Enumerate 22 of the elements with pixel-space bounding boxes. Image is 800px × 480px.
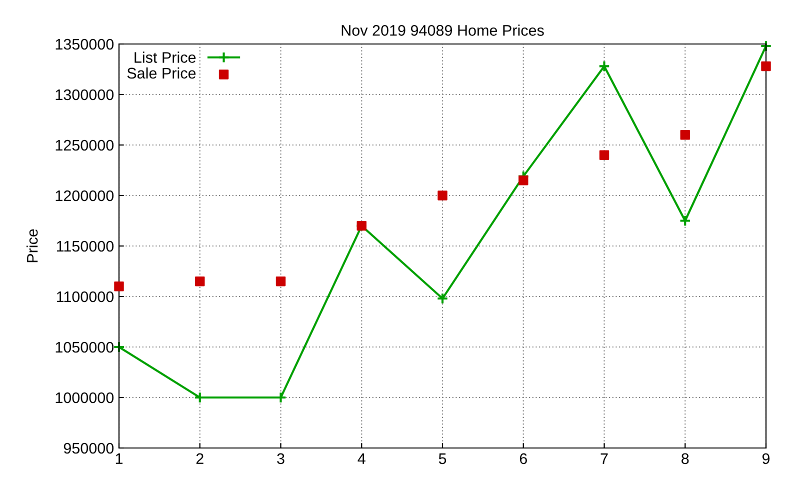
y-tick-label: 1200000 (56, 190, 114, 202)
legend-label: Sale Price (127, 67, 196, 79)
y-tick-label: 1150000 (56, 240, 114, 252)
y-axis-title: Price (26, 229, 38, 262)
x-tick-label: 7 (600, 453, 608, 464)
x-tick-label: 9 (762, 453, 770, 464)
y-tick-label: 1100000 (56, 291, 114, 302)
y-tick-label: 1050000 (56, 342, 114, 353)
x-tick-label: 4 (358, 453, 366, 464)
chart-title: Nov 2019 94089 Home Prices (342, 24, 544, 36)
x-tick-label: 5 (438, 453, 446, 464)
x-tick-label: 8 (682, 453, 689, 464)
x-tick-label: 2 (196, 453, 204, 464)
y-tick-label: 1250000 (56, 140, 114, 151)
y-tick-label: 1300000 (56, 89, 114, 100)
y-tick-label: 1000000 (56, 392, 114, 404)
y-tick-label: 1350000 (56, 38, 114, 50)
legend-label: List Price (134, 52, 196, 63)
x-tick-label: 3 (277, 453, 284, 464)
y-tick-label: 950000 (64, 442, 114, 454)
x-tick-label: 1 (116, 453, 123, 464)
x-tick-label: 6 (520, 453, 527, 464)
